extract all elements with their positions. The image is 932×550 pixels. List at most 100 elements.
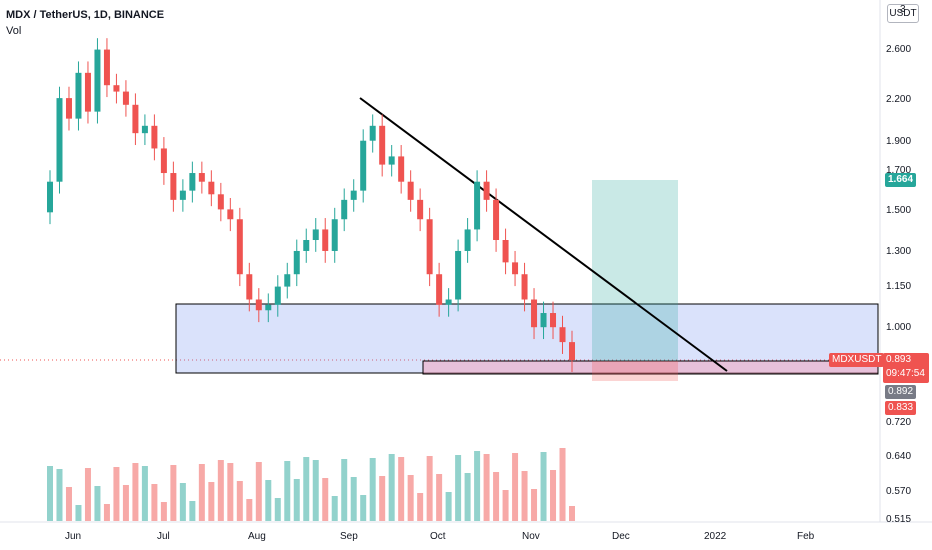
candle-body [407, 181, 414, 200]
candle-body [198, 173, 205, 182]
candle-body [531, 299, 538, 328]
volume-bar [569, 506, 575, 521]
volume-bar [151, 484, 158, 521]
countdown-timer: 09:47:54 [886, 368, 925, 379]
volume-bar [236, 481, 243, 521]
volume-bar [521, 471, 528, 521]
candle-body [464, 229, 471, 251]
candle-body [84, 72, 91, 112]
volume-bar [113, 467, 120, 521]
candle-body [122, 91, 129, 105]
candle-body [312, 229, 319, 241]
y-tick: 0.640 [886, 451, 912, 462]
candle-body [379, 125, 386, 165]
candle-body [360, 140, 367, 191]
y-tick: 3 [900, 4, 906, 15]
volume-bar [132, 463, 139, 521]
candle-body [398, 156, 405, 182]
candle-body [217, 194, 224, 210]
y-tick: 2.600 [886, 44, 912, 55]
volume-bar [303, 457, 310, 521]
candle-body [341, 199, 348, 220]
candle-body [445, 299, 452, 305]
candle-body [94, 49, 101, 112]
chart-title: MDX / TetherUS, 1D, BINANCE [6, 9, 165, 21]
volume-bar [540, 452, 547, 521]
volume-bar [350, 477, 357, 521]
target-zone[interactable] [592, 180, 678, 361]
candle-body [417, 199, 424, 220]
candle-body [540, 313, 547, 328]
x-tick: Jul [157, 531, 170, 542]
stop-price-tag: 0.833 [885, 401, 917, 415]
candle-body [151, 125, 158, 149]
currency-button[interactable]: USDT [887, 4, 919, 23]
volume-bar [512, 453, 519, 521]
x-tick: Feb [797, 531, 815, 542]
candle-body [483, 181, 490, 200]
volume-bar [122, 485, 129, 521]
candle-body [474, 181, 481, 230]
volume-bar [47, 466, 53, 521]
volume-bar [84, 468, 91, 521]
volume-bar [94, 486, 101, 521]
candle-body [132, 104, 139, 134]
y-tick: 1.500 [886, 205, 912, 216]
candle-body [569, 342, 575, 361]
candle-body [388, 156, 395, 165]
volume-bar [388, 454, 395, 521]
candle-body [56, 98, 63, 182]
volume-bar [103, 504, 110, 521]
symbol-tag: MDXUSDT [829, 353, 885, 367]
y-tick: 2.200 [886, 94, 912, 105]
volume-bar [284, 461, 291, 521]
candle-body [521, 274, 528, 300]
volume-bar [369, 458, 376, 521]
entry-zone[interactable] [422, 360, 879, 375]
volume-bar [312, 460, 319, 521]
volume-bar [265, 480, 272, 521]
candle-body [265, 304, 272, 311]
volume-bar [255, 462, 262, 521]
candle-body [236, 219, 243, 275]
candle-body [179, 190, 186, 200]
volume-bar [160, 502, 167, 521]
candle-body [103, 49, 110, 86]
volume-bar [227, 463, 234, 521]
y-tick: 1.000 [886, 322, 912, 333]
volume-bar [322, 478, 329, 521]
candle-body [455, 250, 462, 300]
y-tick: 1.700 [886, 165, 912, 176]
candle-body [502, 240, 509, 263]
candle-body [303, 240, 310, 251]
candle-body [113, 85, 120, 92]
candle-body [274, 286, 281, 305]
candle-body [208, 181, 215, 195]
target-price-tag: 1.664 [885, 173, 917, 187]
candle-body [436, 274, 443, 305]
volume-bar [56, 469, 63, 521]
stop-zone[interactable] [592, 361, 678, 381]
volume-bar [246, 499, 253, 521]
volume-bar [559, 448, 566, 521]
volume-bar [531, 489, 538, 521]
gray-price-tag: 0.892 [885, 385, 917, 399]
y-tick: 1.150 [886, 281, 912, 292]
volume-bar [502, 490, 509, 521]
volume-bar [436, 474, 443, 521]
volume-bar [198, 464, 205, 521]
volume-bar [189, 501, 196, 521]
candle-body [322, 229, 329, 251]
candle-body [255, 299, 262, 311]
x-tick: Aug [248, 531, 266, 542]
descending-trendline[interactable] [359, 97, 728, 372]
x-tick: Dec [612, 531, 630, 542]
candle-body [426, 219, 433, 275]
x-tick: Oct [430, 531, 446, 542]
volume-bar [341, 459, 348, 521]
volume-bar [483, 454, 490, 521]
candle-body [331, 219, 338, 251]
candle-body [227, 209, 234, 220]
volume-bar [141, 466, 148, 521]
